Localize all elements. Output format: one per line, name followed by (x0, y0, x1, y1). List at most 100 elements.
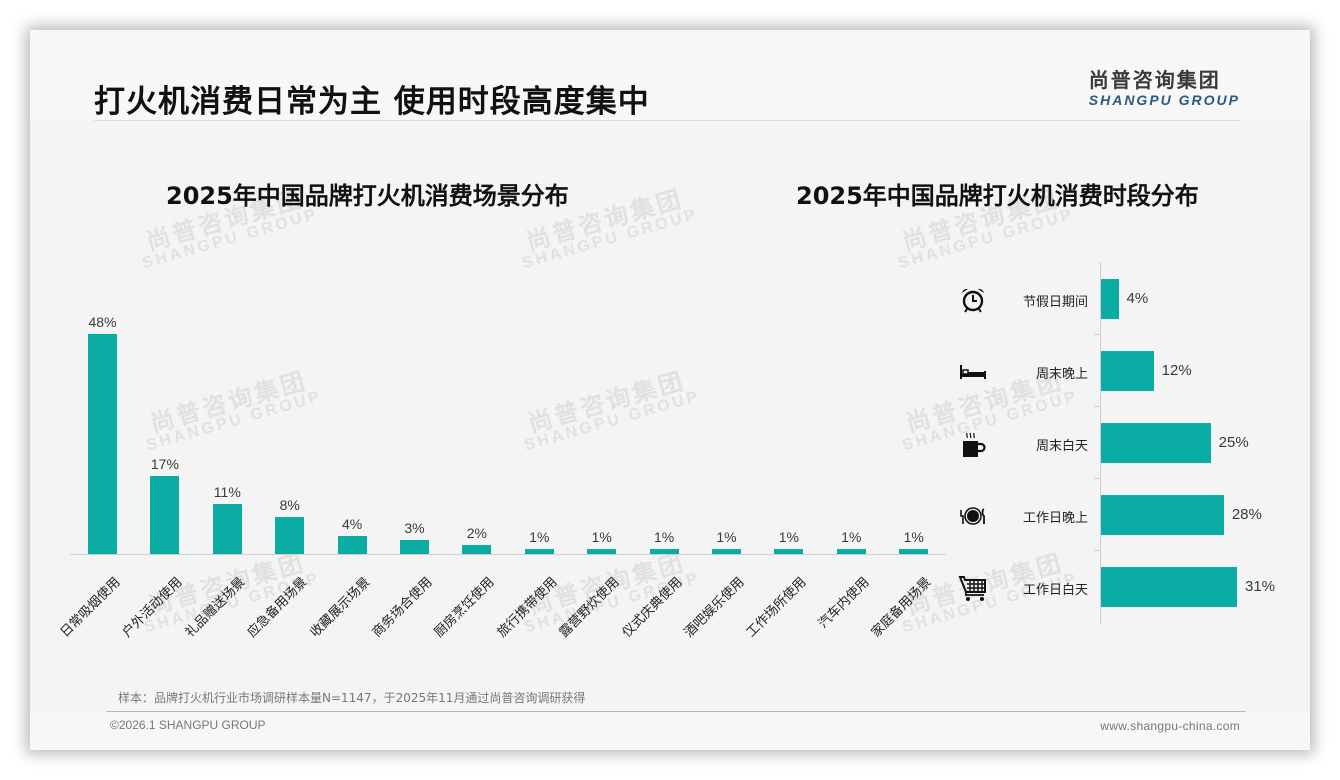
bar (836, 549, 866, 554)
bar (1101, 567, 1237, 607)
bar (524, 549, 554, 554)
bar-column: 17% (150, 309, 180, 554)
bar-row: 周末晚上 12% (950, 335, 1290, 407)
category-label: 工作场所使用 (744, 574, 810, 641)
footer-band (30, 712, 1310, 750)
bar (1101, 495, 1224, 535)
category-label: 户外活动使用 (120, 574, 186, 641)
bar (1101, 351, 1154, 391)
bar (400, 540, 429, 554)
axis-tick (1094, 550, 1101, 551)
website-link[interactable]: www.shangpu-china.com (1100, 719, 1240, 733)
bar-value-label: 48% (88, 314, 117, 330)
bar-row: 周末白天 25% (950, 407, 1290, 479)
bar-value-label: 1% (529, 529, 550, 546)
category-label: 旅行携带使用 (494, 574, 561, 641)
bar-column: 11% (212, 309, 242, 554)
bar (275, 517, 305, 554)
axis-tick (1094, 478, 1101, 479)
bar-value-label: 1% (778, 529, 799, 546)
x-axis (70, 554, 946, 555)
header-band (30, 30, 1310, 120)
dinner-plate-icon (958, 501, 988, 531)
coffee-cup-icon (958, 429, 988, 459)
bed-icon (958, 357, 988, 387)
bar (774, 549, 804, 554)
bar-column: 2% (462, 309, 492, 554)
bar-row: 节假日期间 4% (950, 263, 1290, 335)
title-divider (94, 120, 1240, 121)
bar-value-label: 8% (279, 497, 300, 514)
bar-column: 1% (712, 309, 741, 554)
category-label: 工作日白天 (1022, 583, 1088, 598)
category-label: 应急备用场景 (244, 574, 311, 641)
bar (587, 549, 617, 554)
bar-value-label: 28% (1231, 506, 1262, 523)
bar (462, 544, 492, 554)
timeslot-bar-chart: 节假日期间 4% 周末晚上 12% 周末白天 25% 工作日晚上 28% 工作日白天 31% (950, 262, 1290, 624)
footer-divider (106, 711, 1246, 712)
bar-value-label: 3% (404, 520, 425, 537)
category-label: 节假日期间 (1022, 295, 1088, 310)
bar-row: 工作日白天 31% (950, 551, 1290, 623)
category-label: 周末晚上 (1035, 367, 1088, 382)
bar-value-label: 1% (841, 529, 862, 546)
shopping-cart-icon (958, 573, 988, 603)
y-axis (1100, 262, 1101, 624)
category-label: 汽车内使用 (815, 574, 873, 632)
page-title: 打火机消费日常为主 使用时段高度集中 (94, 84, 650, 120)
bar-column: 4% (337, 309, 367, 554)
bar-column: 8% (275, 309, 305, 554)
bar (649, 549, 679, 554)
bar-value-label: 1% (716, 529, 737, 546)
bar-value-label: 11% (213, 483, 241, 500)
category-label: 露营野炊使用 (556, 574, 623, 641)
bar-column: 1% (649, 309, 679, 554)
timeslot-chart-title: 2025年中国品牌打火机消费时段分布 (796, 182, 1199, 210)
bar-value-label: 1% (591, 529, 612, 546)
category-label: 收藏展示场景 (307, 574, 374, 641)
logo-cn: 尚普咨询集团 (1088, 68, 1221, 92)
slide: 打火机消费日常为主 使用时段高度集中 尚普咨询集团 SHANGPU GROUP … (30, 30, 1310, 750)
category-label: 日常吸烟使用 (57, 574, 124, 641)
bar (712, 549, 741, 554)
bar-column: 1% (524, 309, 554, 554)
bar-column: 3% (400, 309, 429, 554)
sample-note: 样本：品牌打火机行业市场调研样本量N=1147，于2025年11月通过尚普咨询调… (118, 691, 586, 705)
bar (88, 334, 117, 554)
bar (1101, 279, 1119, 319)
bar-value-label: 12% (1161, 362, 1192, 379)
copyright: ©2026.1 SHANGPU GROUP (110, 718, 266, 732)
category-label: 仪式庆典使用 (619, 574, 686, 641)
alarm-clock-icon (958, 285, 988, 315)
category-label: 酒吧娱乐使用 (681, 574, 748, 641)
axis-tick (1094, 406, 1101, 407)
bar-value-label: 1% (653, 529, 675, 546)
bar (212, 503, 242, 554)
scenario-bar-chart: 48% 日常吸烟使用 17% 户外活动使用 11% 礼品赠送场景 8% 应急备用场景 4% 收藏展… (58, 309, 950, 641)
bar-row: 工作日晚上 28% (950, 479, 1290, 551)
scenario-chart-title: 2025年中国品牌打火机消费场景分布 (166, 182, 569, 210)
axis-tick (1094, 334, 1101, 335)
bar (150, 476, 180, 554)
bar (899, 549, 929, 554)
bar-column: 48% (88, 309, 117, 554)
bar-value-label: 1% (903, 529, 924, 546)
bar-value-label: 2% (466, 524, 487, 541)
bar-column: 1% (774, 309, 804, 554)
category-label: 工作日晚上 (1022, 511, 1088, 526)
bar-value-label: 25% (1218, 434, 1249, 451)
bar-value-label: 17% (150, 456, 179, 473)
logo-en: SHANGPU GROUP (1088, 92, 1240, 108)
bar-column: 1% (587, 309, 617, 554)
category-label: 家庭备用场景 (868, 574, 935, 641)
category-label: 礼品赠送场景 (182, 574, 249, 641)
company-logo: 尚普咨询集团 SHANGPU GROUP (1089, 64, 1240, 108)
category-label: 周末白天 (1035, 439, 1088, 454)
bar-column: 1% (899, 309, 929, 554)
bar-value-label: 31% (1245, 578, 1276, 595)
bar-column: 1% (836, 309, 866, 554)
bar-value-label: 4% (1126, 290, 1149, 307)
bar (1101, 423, 1211, 463)
category-label: 商务场合使用 (369, 574, 436, 641)
